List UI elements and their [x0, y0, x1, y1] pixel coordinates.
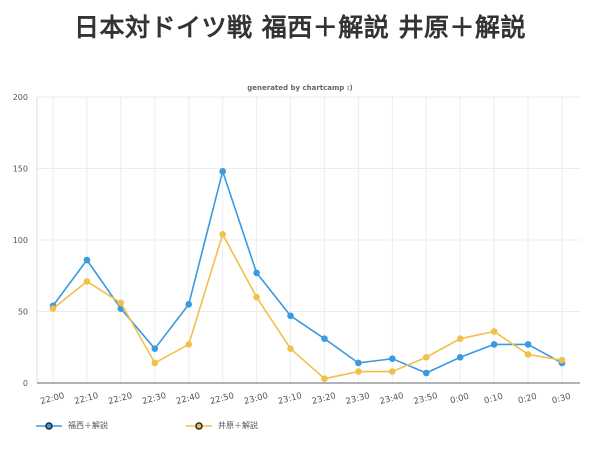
x-tick-label: 22:20 [107, 391, 133, 407]
x-tick-label: 0:20 [517, 392, 538, 407]
x-tick-label: 22:10 [73, 391, 99, 407]
data-point[interactable] [117, 299, 125, 307]
data-point[interactable] [490, 328, 498, 335]
y-tick-label: 50 [18, 308, 28, 317]
x-tick-label: 22:50 [209, 391, 235, 407]
data-point[interactable] [389, 355, 396, 362]
data-point[interactable] [83, 278, 91, 285]
data-point[interactable] [355, 359, 362, 367]
x-tick-label: 0:30 [551, 392, 572, 407]
data-point[interactable] [355, 368, 362, 375]
x-tick-label: 23:00 [243, 391, 269, 407]
data-point[interactable] [422, 369, 430, 377]
y-tick-label: 200 [13, 93, 28, 102]
x-tick-label: 23:30 [345, 391, 371, 407]
legend-marker-icon [36, 421, 62, 430]
series-line-1 [49, 230, 566, 383]
data-point[interactable] [524, 351, 532, 358]
data-point[interactable] [219, 168, 226, 175]
x-tick-label: 22:40 [175, 391, 201, 407]
series-line-0 [49, 168, 566, 377]
data-point[interactable] [287, 345, 294, 352]
x-tick-label: 23:50 [413, 391, 439, 407]
data-point[interactable] [321, 375, 328, 383]
data-point[interactable] [456, 353, 464, 361]
data-point[interactable] [389, 368, 396, 375]
legend-label: 井原＋解説 [218, 421, 258, 430]
x-tick-label: 0:10 [483, 392, 504, 407]
y-tick-label: 0 [23, 379, 28, 388]
data-point[interactable] [185, 301, 193, 308]
x-tick-label: 0:00 [449, 392, 470, 407]
x-tick-label: 22:30 [141, 391, 167, 407]
chart-title: 日本対ドイツ戦 福西＋解説 井原＋解説 [74, 13, 526, 42]
x-tick-label: 23:20 [311, 391, 337, 407]
legend-item-fukunishi[interactable]: 福西＋解説 [36, 420, 108, 431]
data-point[interactable] [219, 230, 226, 238]
data-point[interactable] [151, 359, 159, 367]
data-point[interactable] [321, 335, 328, 342]
data-point[interactable] [287, 312, 294, 320]
data-point[interactable] [185, 341, 193, 348]
data-point[interactable] [253, 269, 260, 277]
legend-label: 福西＋解説 [68, 421, 108, 430]
y-tick-label: 100 [13, 236, 28, 245]
data-point[interactable] [49, 305, 57, 312]
x-tick-label: 23:40 [379, 391, 405, 407]
y-tick-label: 150 [13, 165, 28, 174]
data-point[interactable] [558, 356, 566, 364]
x-tick-label: 23:10 [277, 391, 303, 407]
chart-subtitle: generated by chartcamp :) [247, 84, 353, 92]
data-point[interactable] [253, 293, 260, 301]
data-point[interactable] [151, 345, 159, 352]
data-point[interactable] [490, 341, 498, 348]
data-point[interactable] [422, 353, 430, 361]
legend-marker-icon [186, 421, 212, 430]
data-point[interactable] [83, 256, 91, 264]
x-tick-label: 22:00 [39, 391, 65, 407]
legend-item-ihara[interactable]: 井原＋解説 [186, 420, 258, 431]
grid [37, 96, 580, 383]
data-point[interactable] [456, 335, 464, 342]
data-point[interactable] [524, 341, 532, 348]
